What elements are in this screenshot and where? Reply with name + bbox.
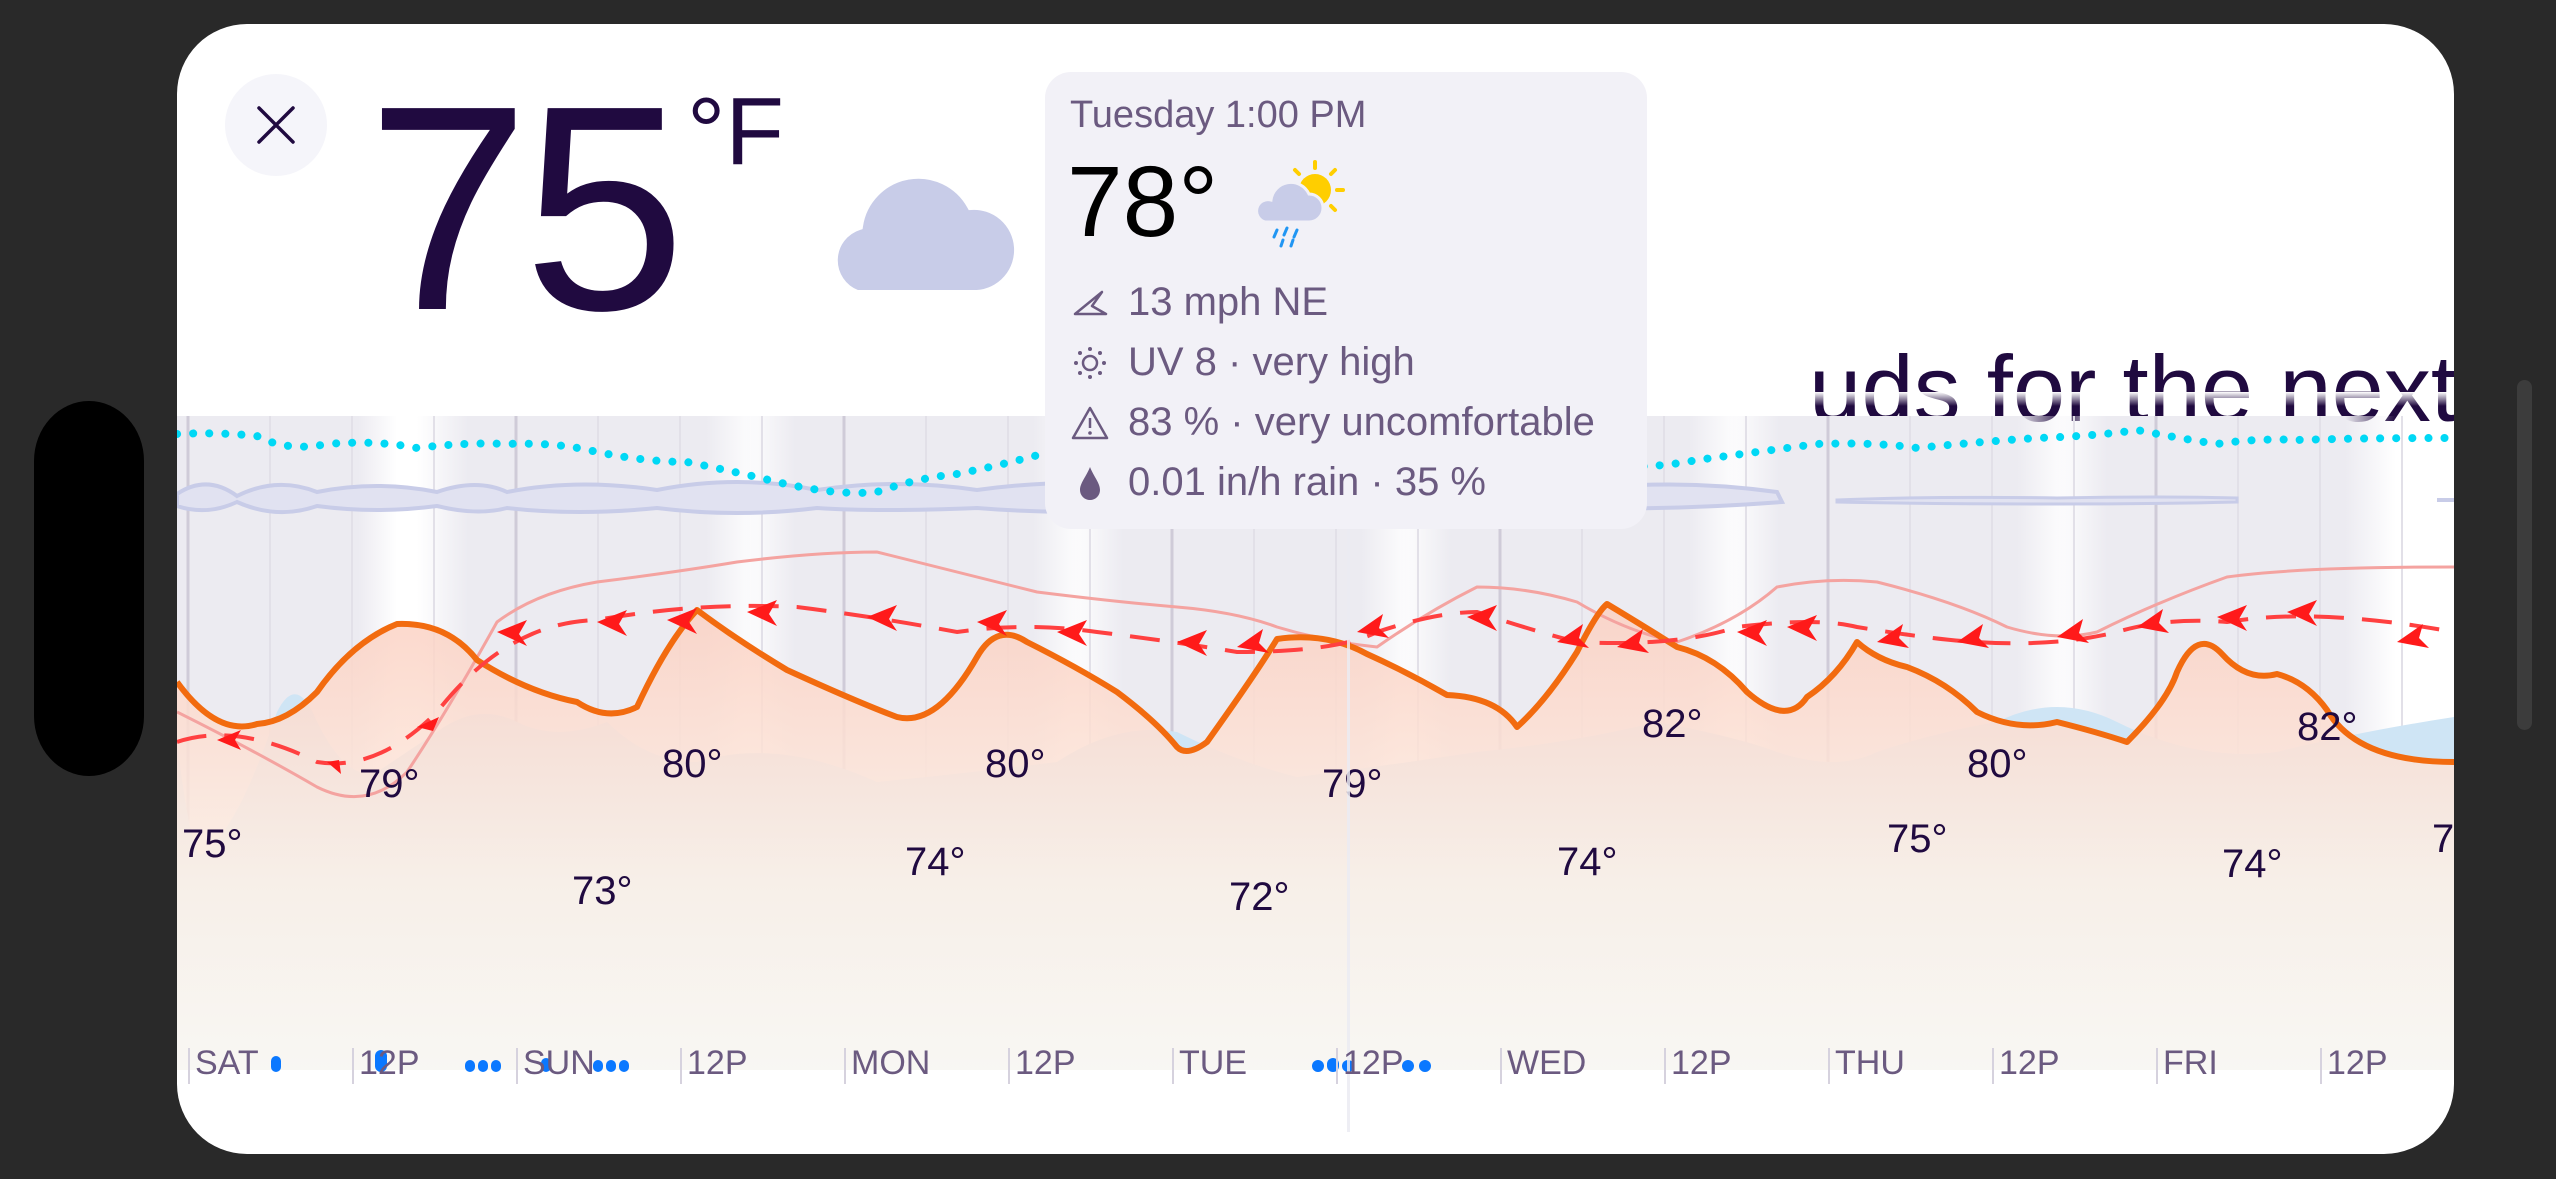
svg-text:80°: 80° (662, 742, 723, 786)
temperature-line (177, 601, 2454, 765)
svg-text:73°: 73° (572, 869, 633, 913)
uv-text: UV 8 · very high (1128, 340, 1415, 384)
raindrop-icon (1070, 463, 1110, 503)
axis-label: 12P (1015, 1044, 1076, 1082)
axis-label: 12P (1343, 1044, 1404, 1082)
current-temperature: 75 (367, 45, 686, 371)
uv-bars (300, 752, 2414, 1070)
axis-label: 12P (359, 1044, 420, 1082)
axis-label: WED (1507, 1044, 1587, 1082)
svg-text:74°: 74° (2222, 842, 2283, 886)
temp-fill (177, 604, 2454, 1070)
svg-text:74°: 74° (905, 840, 966, 884)
svg-text:80°: 80° (985, 742, 1046, 786)
tooltip-wind: 13 mph NE (1070, 280, 1328, 325)
rain-text: 0.01 in/h rain · 35 % (1128, 460, 1486, 504)
tooltip-rain: 0.01 in/h rain · 35 % (1070, 460, 1486, 505)
temp-labels: 75° 79° 73° 80° 74° 80° 72° 79° 74° 82° … (182, 702, 2454, 919)
svg-text:79°: 79° (359, 762, 420, 806)
svg-text:82°: 82° (2297, 705, 2358, 749)
svg-text:82°: 82° (1642, 702, 1703, 746)
axis-label: 12P (687, 1044, 748, 1082)
svg-text:74°: 74° (1557, 840, 1618, 884)
svg-text:75°: 75° (2432, 817, 2454, 861)
axis-label: THU (1835, 1044, 1905, 1082)
cloud-sun-rain-icon (1253, 158, 1353, 263)
humidity-text: 83 % · very uncomfortable (1128, 400, 1595, 444)
tooltip-temp: 78° (1067, 146, 1219, 258)
svg-text:79°: 79° (1322, 762, 1383, 806)
selection-cursor[interactable] (1347, 392, 1350, 1132)
forecast-card: 75 °F uds for the next ar sky. (177, 24, 2454, 1154)
sun-icon (1070, 343, 1110, 383)
axis-label: SUN (523, 1044, 595, 1082)
wind-direction-icon (1070, 283, 1110, 323)
wind-text: 13 mph NE (1128, 280, 1329, 324)
axis-label: 12P (1999, 1044, 2060, 1082)
temperature-unit: °F (687, 78, 785, 185)
wind-line (177, 603, 2454, 766)
axis-label: 12P (1671, 1044, 1732, 1082)
tooltip-uv: UV 8 · very high (1070, 340, 1415, 385)
svg-text:75°: 75° (1887, 817, 1948, 861)
tooltip-time: Tuesday 1:00 PM (1070, 94, 1367, 136)
axis-label: FRI (2163, 1044, 2218, 1082)
close-button[interactable] (225, 74, 327, 176)
tooltip-humidity: 83 % · very uncomfortable (1070, 400, 1595, 445)
axis-label: MON (851, 1044, 931, 1082)
forecast-chart[interactable]: 75° 79° 73° 80° 74° 80° 72° 79° 74° 82° … (177, 392, 2454, 1092)
svg-text:75°: 75° (182, 822, 243, 866)
wind-arrows (217, 600, 2429, 774)
svg-text:72°: 72° (1229, 875, 1290, 919)
axis-label: SAT (195, 1044, 259, 1082)
axis-label: TUE (1179, 1044, 1247, 1082)
close-icon (257, 106, 295, 144)
cloud-moon-icon (817, 134, 1057, 309)
device-notch (34, 401, 144, 776)
svg-text:80°: 80° (1967, 742, 2028, 786)
axis-label: 12P (2327, 1044, 2388, 1082)
scrollbar[interactable] (2517, 380, 2532, 730)
warning-icon (1070, 403, 1110, 443)
hour-detail-tooltip: Tuesday 1:00 PM 78° 13 mph NE UV 8 · ver… (1045, 72, 1647, 529)
